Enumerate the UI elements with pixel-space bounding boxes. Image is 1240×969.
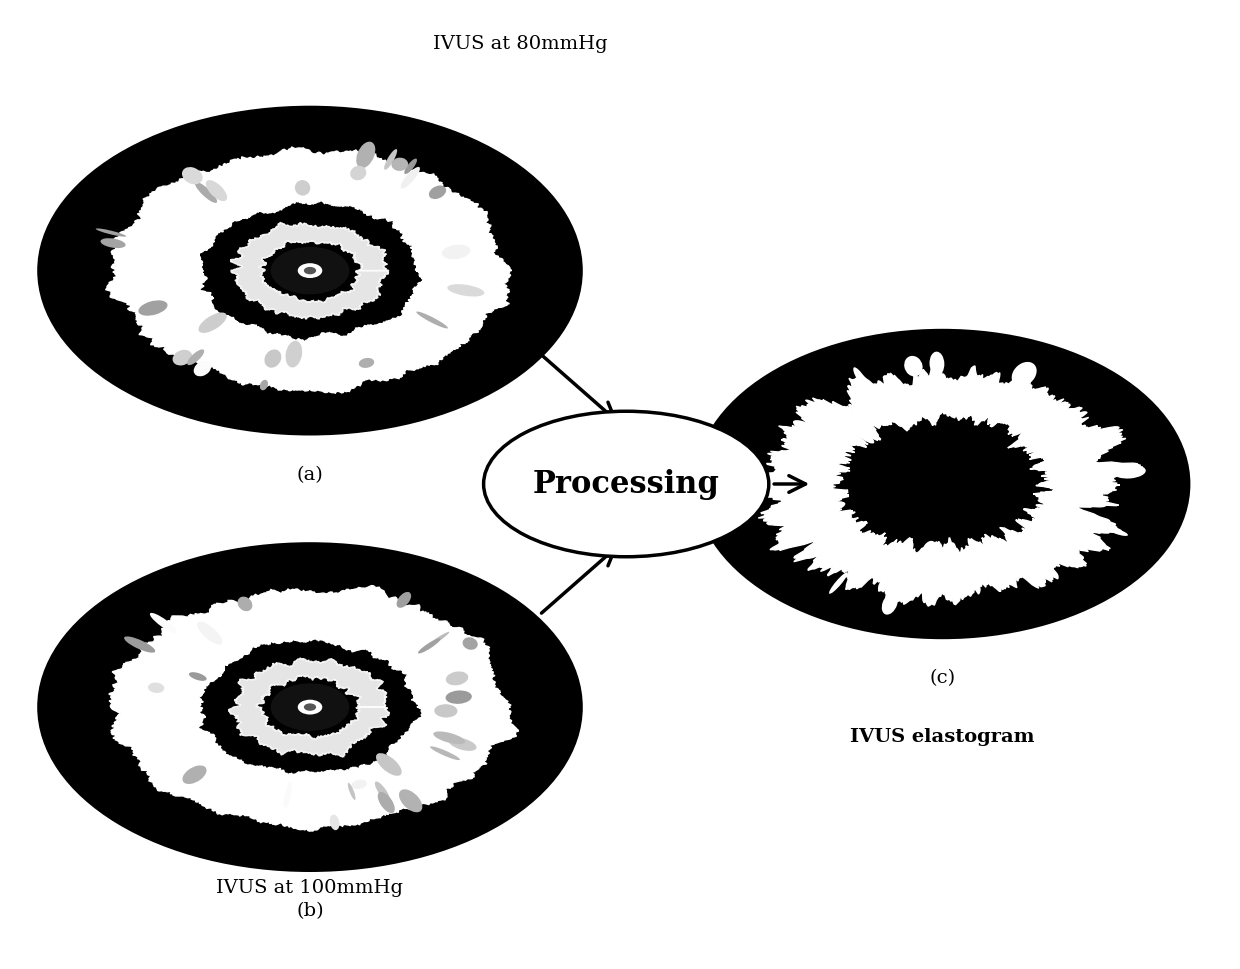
Ellipse shape <box>197 622 222 645</box>
Ellipse shape <box>358 359 374 368</box>
Ellipse shape <box>351 780 367 790</box>
Ellipse shape <box>374 782 391 802</box>
Ellipse shape <box>384 150 397 171</box>
Ellipse shape <box>484 412 769 557</box>
Text: (a): (a) <box>296 465 324 484</box>
Ellipse shape <box>417 312 448 329</box>
Ellipse shape <box>441 245 470 260</box>
Ellipse shape <box>904 357 923 377</box>
Ellipse shape <box>397 592 412 609</box>
Ellipse shape <box>434 704 458 718</box>
Ellipse shape <box>260 381 268 391</box>
Ellipse shape <box>182 766 207 784</box>
Ellipse shape <box>985 550 1002 578</box>
Polygon shape <box>109 586 518 831</box>
Ellipse shape <box>264 350 281 368</box>
Ellipse shape <box>150 613 177 634</box>
Ellipse shape <box>418 639 440 654</box>
Ellipse shape <box>792 421 828 440</box>
Ellipse shape <box>854 429 874 444</box>
Ellipse shape <box>1012 362 1037 387</box>
Ellipse shape <box>295 181 310 197</box>
Ellipse shape <box>188 672 207 681</box>
Ellipse shape <box>916 551 928 571</box>
Ellipse shape <box>376 753 402 776</box>
Text: (c): (c) <box>929 669 956 687</box>
Ellipse shape <box>298 700 322 715</box>
Ellipse shape <box>422 632 449 651</box>
Ellipse shape <box>37 543 583 872</box>
Ellipse shape <box>347 783 356 800</box>
Ellipse shape <box>858 432 1027 537</box>
Ellipse shape <box>215 214 405 329</box>
Ellipse shape <box>808 449 827 457</box>
Ellipse shape <box>445 691 472 704</box>
Ellipse shape <box>187 350 205 365</box>
Ellipse shape <box>285 341 303 368</box>
Polygon shape <box>105 148 512 393</box>
Ellipse shape <box>404 160 417 174</box>
Ellipse shape <box>350 167 366 181</box>
Ellipse shape <box>448 285 485 297</box>
Text: IVUS at 100mmHg: IVUS at 100mmHg <box>217 878 403 895</box>
Ellipse shape <box>198 313 227 333</box>
Ellipse shape <box>238 597 253 611</box>
Ellipse shape <box>182 168 202 185</box>
Ellipse shape <box>430 746 460 761</box>
Ellipse shape <box>195 183 217 203</box>
Ellipse shape <box>124 637 155 653</box>
Ellipse shape <box>270 248 350 295</box>
Ellipse shape <box>463 638 477 650</box>
Ellipse shape <box>449 737 476 751</box>
Ellipse shape <box>139 301 167 316</box>
Ellipse shape <box>298 264 322 279</box>
Polygon shape <box>231 223 389 320</box>
Polygon shape <box>228 658 389 757</box>
Text: IVUS elastogram: IVUS elastogram <box>851 727 1034 745</box>
Ellipse shape <box>304 703 316 711</box>
Ellipse shape <box>172 351 192 366</box>
Ellipse shape <box>95 229 126 237</box>
Ellipse shape <box>1114 465 1146 479</box>
Ellipse shape <box>1079 467 1117 477</box>
Ellipse shape <box>100 239 125 249</box>
Ellipse shape <box>37 107 583 436</box>
Ellipse shape <box>1038 499 1054 505</box>
Text: (b): (b) <box>296 901 324 920</box>
Ellipse shape <box>987 547 1007 572</box>
Ellipse shape <box>399 790 423 812</box>
Ellipse shape <box>830 573 848 594</box>
Ellipse shape <box>270 684 350 731</box>
Ellipse shape <box>446 672 469 686</box>
Ellipse shape <box>1034 457 1074 472</box>
Ellipse shape <box>378 792 394 813</box>
Ellipse shape <box>1107 528 1128 537</box>
Ellipse shape <box>930 353 945 376</box>
Ellipse shape <box>215 649 405 766</box>
Text: IVUS at 80mmHg: IVUS at 80mmHg <box>434 35 608 52</box>
Ellipse shape <box>330 815 340 830</box>
Ellipse shape <box>853 368 870 392</box>
Ellipse shape <box>392 159 408 172</box>
Ellipse shape <box>401 168 420 189</box>
Ellipse shape <box>206 181 227 202</box>
Polygon shape <box>758 366 1143 607</box>
Ellipse shape <box>148 683 164 693</box>
Ellipse shape <box>304 267 316 275</box>
Ellipse shape <box>808 502 846 516</box>
Ellipse shape <box>882 593 898 615</box>
Ellipse shape <box>193 361 211 377</box>
Text: Processing: Processing <box>533 469 719 500</box>
Ellipse shape <box>920 542 939 572</box>
Ellipse shape <box>1054 481 1071 492</box>
Ellipse shape <box>433 732 465 744</box>
Ellipse shape <box>694 329 1190 640</box>
Ellipse shape <box>356 142 376 169</box>
Ellipse shape <box>429 186 446 200</box>
Ellipse shape <box>284 782 291 808</box>
